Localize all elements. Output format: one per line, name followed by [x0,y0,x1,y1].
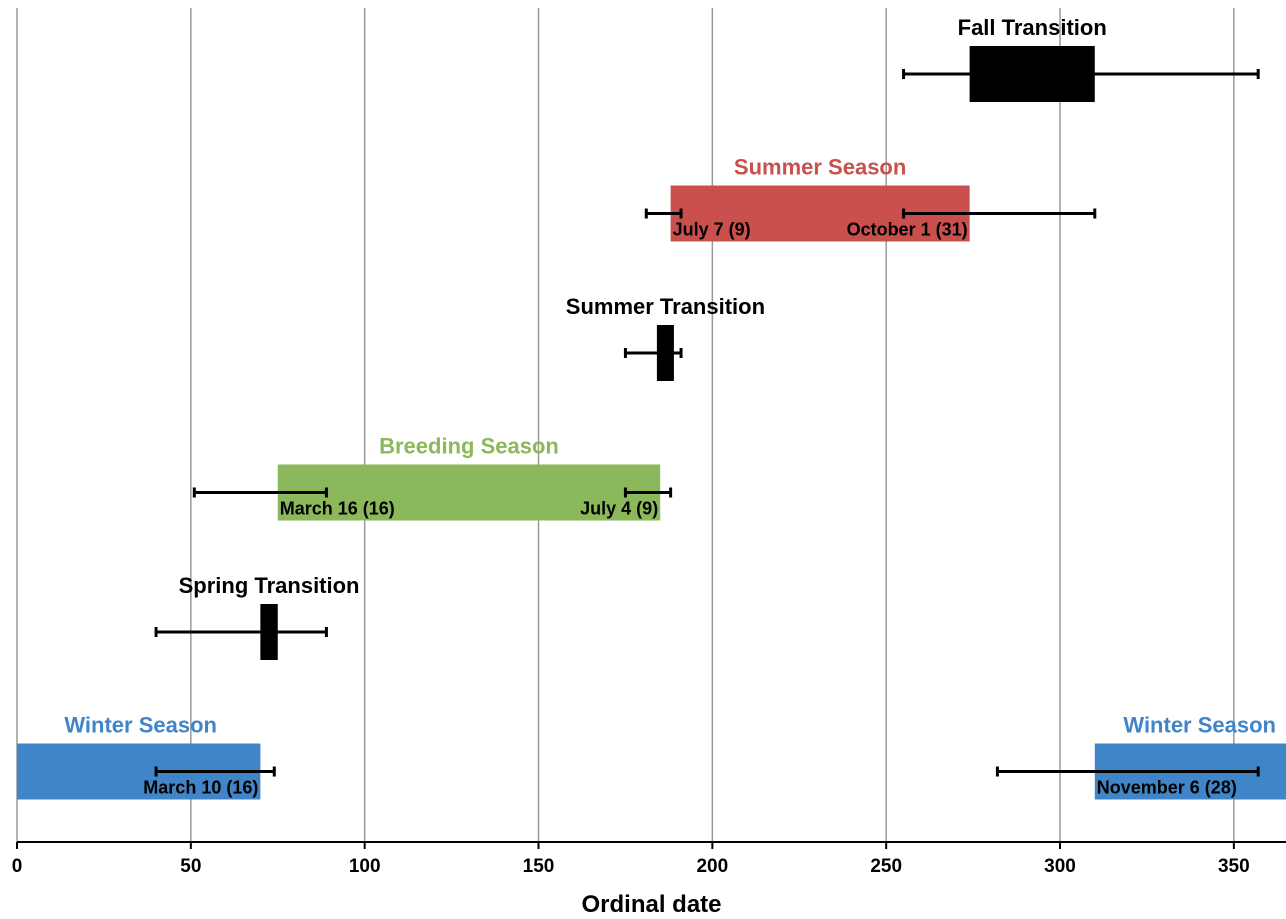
x-tick-label: 100 [349,856,381,877]
breeding-season-title: Breeding Season [379,434,559,459]
winter-season-title: Winter Season [1123,713,1276,738]
x-tick-label: 250 [870,856,902,877]
winter-season-title: Winter Season [64,713,217,738]
x-tick-label: 300 [1044,856,1076,877]
x-axis-title: Ordinal date [581,891,721,918]
error-bars [154,69,1260,777]
error-bar [154,766,276,777]
error-bar [623,348,683,358]
error-bar [644,208,683,219]
breeding-season-end-label: July 4 (9) [580,499,658,519]
spring-transition-title: Spring Transition [179,573,360,598]
bar-labels: March 10 (16) March 16 (16) July 4 (9) July… [143,220,1237,798]
error-bar [902,208,1097,219]
breeding-season-bar [277,464,661,521]
winter-season-end-label: March 10 (16) [143,778,258,798]
breeding-season-start-label: March 16 (16) [280,499,395,519]
x-tick-label: 200 [696,856,728,877]
period-titles: Winter Season Spring Transition Breeding S… [64,15,1276,738]
error-bar [902,69,1260,79]
summer-season-start-label: July 7 (9) [673,220,751,240]
fall-transition-title: Fall Transition [958,15,1107,40]
winter-season-start-label: November 6 (28) [1097,778,1237,798]
x-tick-label: 350 [1218,856,1250,877]
x-tick-label: 150 [523,856,555,877]
error-bar [154,627,328,637]
x-tick-label: 0 [12,856,23,877]
summer-transition-title: Summer Transition [566,294,765,319]
error-bar [623,487,673,498]
grid-lines [16,8,1235,842]
period-bars [17,46,1286,800]
error-bar [995,766,1260,777]
x-axis: 0 50 100 150 200 250 300 350 [12,841,1286,877]
x-tick-label: 50 [180,856,201,877]
error-bar [192,487,328,498]
summer-season-end-label: October 1 (31) [847,220,968,240]
summer-season-title: Summer Season [734,155,906,180]
